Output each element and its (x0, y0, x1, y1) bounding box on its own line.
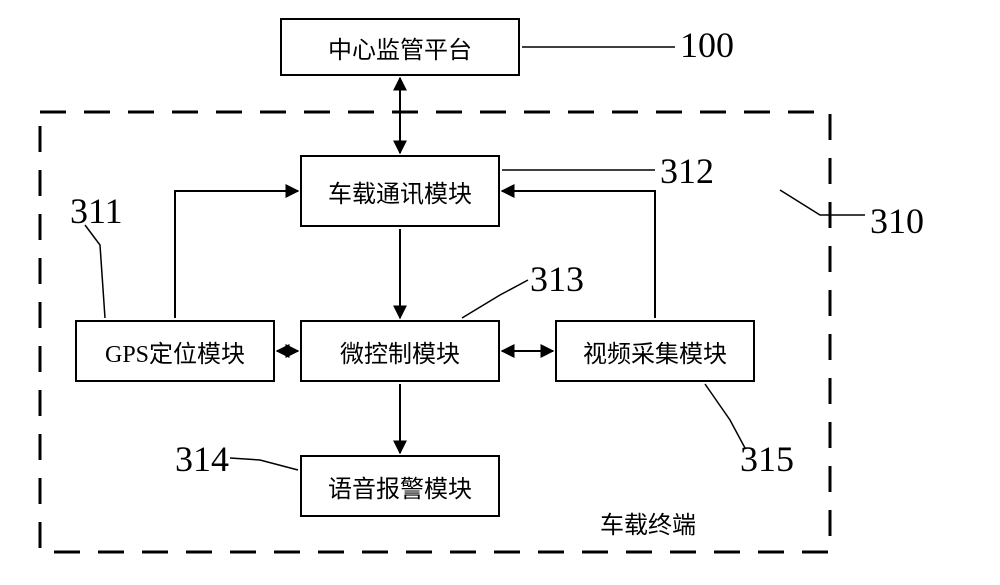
gps-label: GPS定位模块 (105, 334, 245, 369)
video-box: 视频采集模块 (555, 320, 755, 382)
mcu-label: 微控制模块 (340, 334, 460, 369)
leader-313 (462, 280, 528, 318)
leader-311 (85, 225, 105, 318)
platform-number: 100 (680, 24, 734, 66)
alarm-label: 语音报警模块 (328, 469, 472, 504)
comm-number: 312 (660, 150, 714, 192)
alarm-number: 314 (175, 438, 229, 480)
platform-label: 中心监管平台 (328, 30, 472, 65)
platform-box: 中心监管平台 (280, 18, 520, 76)
comm-label: 车载通讯模块 (328, 174, 472, 209)
gps-box: GPS定位模块 (75, 320, 275, 382)
leader-310 (780, 190, 865, 215)
video-number: 315 (740, 438, 794, 480)
leader-314 (230, 458, 298, 470)
video-label: 视频采集模块 (583, 334, 727, 369)
alarm-box: 语音报警模块 (300, 455, 500, 517)
mcu-number: 313 (530, 258, 584, 300)
mcu-box: 微控制模块 (300, 320, 500, 382)
terminal-number: 310 (870, 200, 924, 242)
comm-box: 车载通讯模块 (300, 155, 500, 227)
connections-overlay (0, 0, 1000, 585)
leader-315 (705, 384, 745, 448)
terminal-label: 车载终端 (600, 505, 696, 540)
gps-number: 311 (70, 190, 123, 232)
arrow-gps-comm (175, 191, 298, 318)
